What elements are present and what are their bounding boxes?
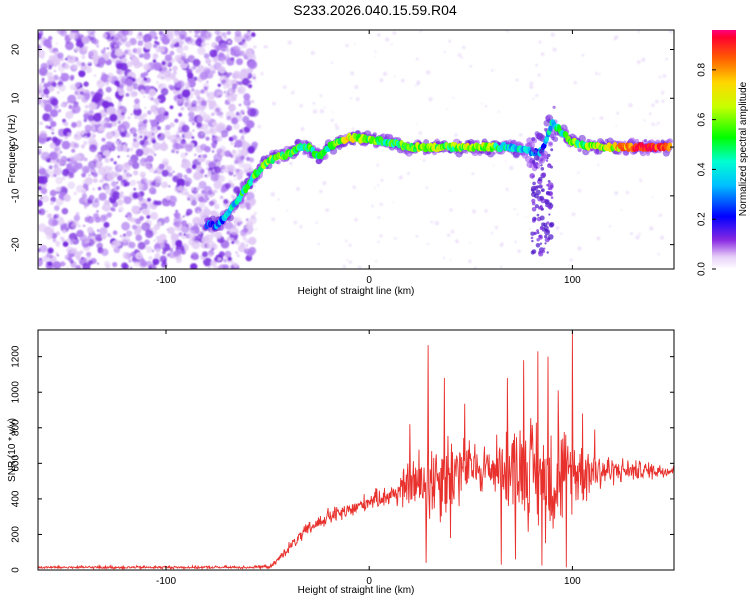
noise-speckle — [38, 30, 673, 269]
snr-panel: -100 0 100 0 200 400 600 800 1000 1200 Height of… — [7, 329, 675, 596]
y-tick-label: 20 — [11, 44, 22, 56]
spectrogram-x-axis: -100 0 100 — [156, 30, 581, 286]
y-tick-label: -20 — [11, 237, 22, 252]
colorbar-tick-label: 0.8 — [697, 62, 708, 76]
x-tick-label: -100 — [156, 576, 176, 587]
x-tick-label: 0 — [366, 275, 372, 286]
y-tick-label: 0 — [11, 567, 22, 573]
x-tick-label: 100 — [564, 576, 581, 587]
snr-series-line — [38, 330, 674, 570]
colorbar-gradient — [712, 30, 736, 269]
snr-frame — [37, 329, 675, 571]
snr-x-axis: -100 0 100 — [156, 330, 581, 587]
snr-x-label: Height of straight line (km) — [298, 585, 415, 596]
y-tick-label: 200 — [11, 526, 22, 543]
y-tick-label: 800 — [11, 419, 22, 436]
spectral-feature-85km — [529, 146, 555, 257]
colorbar-tick-label: 0.4 — [697, 162, 708, 176]
colorbar-tick-label: 0.6 — [697, 112, 708, 126]
y-tick-label: 1000 — [11, 381, 22, 404]
y-tick-label: 1200 — [11, 345, 22, 368]
spectral-ridge — [203, 105, 674, 232]
y-tick-label: 10 — [11, 92, 22, 104]
colorbar-tick-label: 0.0 — [697, 262, 708, 276]
colorbar-axis: 0.0 0.2 0.4 0.6 0.8 — [697, 62, 716, 276]
x-tick-label: 100 — [564, 275, 581, 286]
spectrogram-y-axis: -20 -10 0 10 20 — [11, 44, 674, 252]
snr-plot-area — [38, 330, 674, 570]
y-tick-label: 600 — [11, 455, 22, 472]
x-tick-label: 0 — [366, 576, 372, 587]
snr-y-axis: 0 200 400 600 800 1000 1200 — [11, 345, 674, 573]
x-tick-label: -100 — [156, 275, 176, 286]
snr-y-label: SNR (10 * v/v) — [7, 418, 18, 482]
spectrogram-image — [38, 30, 674, 269]
colorbar-label: Normalized spectral amplitude — [738, 81, 749, 216]
spectrogram-frame — [37, 29, 675, 270]
y-tick-label: 0 — [11, 144, 22, 150]
y-tick-label: 400 — [11, 490, 22, 507]
y-tick-label: -10 — [11, 188, 22, 203]
figure-title: S233.2026.040.15.59.R04 — [293, 2, 457, 18]
colorbar: 0.0 0.2 0.4 0.6 0.8 Normalized spectral ampl… — [697, 30, 749, 276]
colorbar-tick-label: 0.2 — [697, 212, 708, 226]
spectrogram-x-label: Height of straight line (km) — [298, 286, 415, 297]
spectrogram-y-label: Frequency (Hz) — [7, 115, 18, 184]
